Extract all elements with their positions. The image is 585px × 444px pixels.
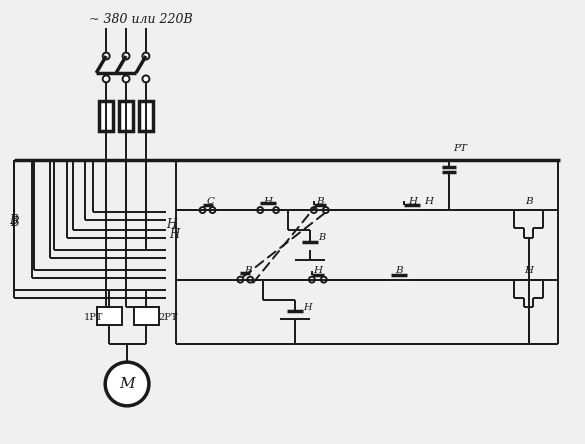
Circle shape xyxy=(311,207,317,213)
Text: 2РТ: 2РТ xyxy=(159,313,178,322)
Text: С: С xyxy=(207,197,215,206)
Circle shape xyxy=(309,277,315,283)
Circle shape xyxy=(238,277,243,283)
Text: Н: Н xyxy=(169,228,179,242)
Text: ~ 380 или 220В: ~ 380 или 220В xyxy=(90,13,193,26)
Text: Н: Н xyxy=(524,266,533,275)
Text: Н: Н xyxy=(166,218,176,231)
Bar xyxy=(134,307,159,325)
Circle shape xyxy=(209,207,215,213)
Circle shape xyxy=(105,362,149,406)
Text: 1РТ: 1РТ xyxy=(83,313,103,322)
Text: РТ: РТ xyxy=(453,144,467,153)
Text: В: В xyxy=(245,266,252,275)
Text: Н: Н xyxy=(314,266,322,275)
Text: Н: Н xyxy=(302,303,311,312)
Circle shape xyxy=(273,207,279,213)
Circle shape xyxy=(247,277,253,283)
Text: Н: Н xyxy=(264,197,273,206)
Text: Н: Н xyxy=(408,197,417,206)
Circle shape xyxy=(142,75,149,83)
Circle shape xyxy=(123,52,129,59)
Bar xyxy=(97,307,122,325)
Circle shape xyxy=(323,207,329,213)
Text: В: В xyxy=(10,215,18,229)
Circle shape xyxy=(199,207,205,213)
Bar xyxy=(99,101,113,131)
Text: В: В xyxy=(318,234,325,242)
Text: В: В xyxy=(525,197,532,206)
Circle shape xyxy=(103,75,109,83)
Bar xyxy=(119,101,133,131)
Circle shape xyxy=(103,52,109,59)
Circle shape xyxy=(123,75,129,83)
Text: М: М xyxy=(119,377,135,391)
Text: В: В xyxy=(395,266,403,275)
Circle shape xyxy=(142,52,149,59)
Text: В: В xyxy=(9,214,18,226)
Circle shape xyxy=(257,207,263,213)
Bar xyxy=(139,101,153,131)
Text: В: В xyxy=(316,197,324,206)
Text: Н: Н xyxy=(425,197,433,206)
Circle shape xyxy=(321,277,327,283)
